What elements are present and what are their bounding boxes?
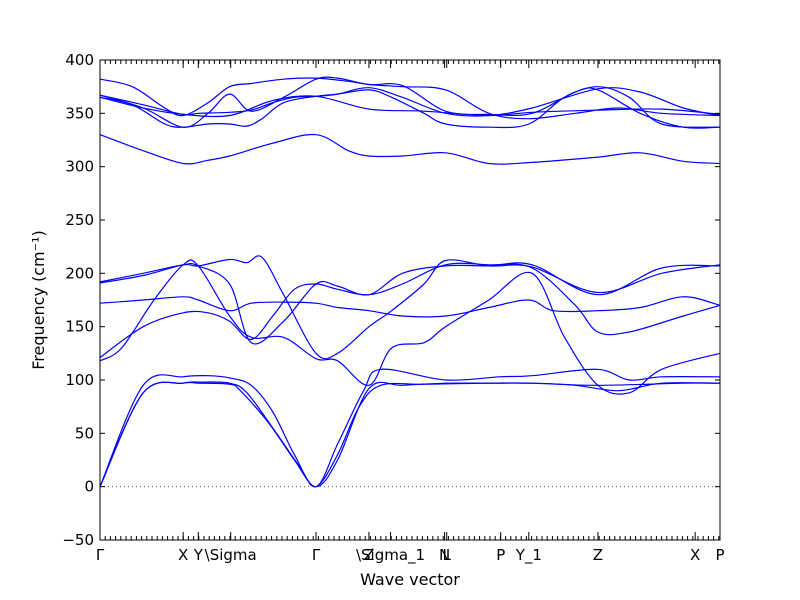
y-axis-title: Frequency (cm⁻¹) xyxy=(29,230,48,369)
y-tick-label: 250 xyxy=(65,211,94,229)
y-tick-label: 150 xyxy=(65,318,94,336)
y-tick-label: −50 xyxy=(62,531,94,549)
x-tick-label: X xyxy=(690,546,700,564)
band-line-9 xyxy=(99,133,721,165)
x-tick-label: Y_1 xyxy=(515,546,542,565)
band-line-5 xyxy=(99,262,721,359)
x-tick-label: N xyxy=(439,546,450,564)
x-tick-label: Z xyxy=(593,546,603,564)
y-tick-label: 100 xyxy=(65,371,94,389)
plot-frame xyxy=(99,59,721,541)
y-tick-label: 0 xyxy=(84,478,94,496)
x-tick-label: \Sigma xyxy=(205,546,257,564)
band-line-6 xyxy=(99,262,721,345)
series-layer xyxy=(99,76,721,488)
band-line-4 xyxy=(99,259,721,395)
x-tick-label: Z xyxy=(364,546,374,564)
band-line-12 xyxy=(99,87,721,117)
x-tick-label: P xyxy=(715,546,724,564)
band-line-14 xyxy=(99,95,721,118)
y-tick-label: 350 xyxy=(65,104,94,122)
y-tick-label: 300 xyxy=(65,158,94,176)
band-line-1 xyxy=(99,381,721,488)
band-line-2 xyxy=(99,381,721,488)
band-line-3 xyxy=(99,368,721,488)
y-tick-label: 400 xyxy=(65,51,94,69)
band-line-7 xyxy=(99,255,721,360)
x-tick-label: Γ xyxy=(96,546,105,564)
x-tick-label: P xyxy=(496,546,505,564)
band-line-8 xyxy=(99,296,721,318)
y-tick-label: 200 xyxy=(65,264,94,282)
band-line-13 xyxy=(99,76,721,129)
x-tick-label: X xyxy=(178,546,188,564)
x-tick-label: \Sigma_1 xyxy=(356,546,425,565)
x-tick-label: L xyxy=(443,546,452,564)
band-line-10 xyxy=(99,86,721,129)
x-axis-title: Wave vector xyxy=(360,570,460,589)
x-tick-label: Γ xyxy=(312,546,321,564)
x-tick-label: Y xyxy=(193,546,204,564)
band-line-11 xyxy=(99,77,721,120)
y-tick-label: 50 xyxy=(75,424,94,442)
